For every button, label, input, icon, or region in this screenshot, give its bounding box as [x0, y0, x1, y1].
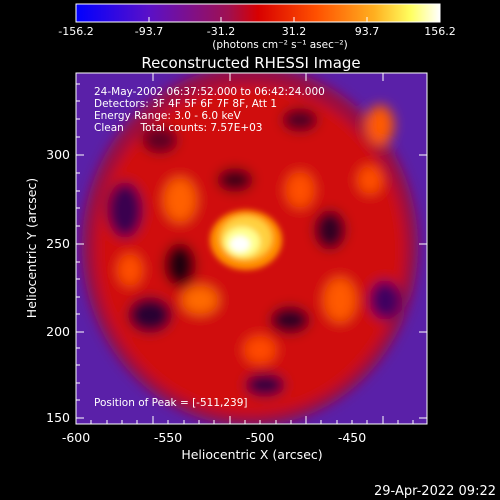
solar-image — [76, 73, 427, 424]
colorbar-tick: 31.2 — [282, 25, 307, 38]
info-clean: Clean Total counts: 7.57E+03 — [94, 122, 263, 134]
colorbar-tick-labels: -156.2 -93.7 -31.2 31.2 93.7 156.2 — [58, 25, 455, 38]
x-tick-labels: -600 -550 -500 -450 — [62, 430, 366, 445]
y-tick-labels: 150 200 250 300 — [46, 147, 70, 425]
render-timestamp: 29-Apr-2022 09:22 — [374, 484, 496, 499]
peak-position: Position of Peak = [-511,239] — [94, 397, 248, 409]
colorbar-tick: 156.2 — [424, 25, 456, 38]
colorbar-tick: -93.7 — [135, 25, 163, 38]
colorbar-ticks — [75, 17, 441, 22]
x-tick: -450 — [338, 430, 366, 445]
colorbar-tick: -156.2 — [58, 25, 93, 38]
y-tick: 250 — [46, 236, 70, 251]
axis-ticks — [75, 73, 427, 424]
y-tick: 200 — [46, 324, 70, 339]
info-energy: Energy Range: 3.0 - 6.0 keV — [94, 110, 241, 122]
x-tick: -600 — [62, 430, 90, 445]
colorbar-tick: -31.2 — [207, 25, 235, 38]
plot-title: Reconstructed RHESSI Image — [141, 54, 360, 72]
colorbar-units: (photons cm⁻² s⁻¹ asec⁻²) — [212, 39, 347, 51]
x-tick: -550 — [154, 430, 182, 445]
info-time: 24-May-2002 06:37:52.000 to 06:42:24.000 — [94, 86, 325, 98]
colorbar — [75, 3, 441, 23]
x-axis-label: Heliocentric X (arcsec) — [181, 447, 322, 462]
colorbar-tick: 93.7 — [355, 25, 380, 38]
y-axis-label: Heliocentric Y (arcsec) — [24, 178, 39, 318]
y-tick: 150 — [46, 410, 70, 425]
minor-ticks — [76, 83, 414, 424]
x-tick: -500 — [246, 430, 274, 445]
y-tick: 300 — [46, 147, 70, 162]
info-detectors: Detectors: 3F 4F 5F 6F 7F 8F, Att 1 — [94, 98, 278, 110]
plot-frame — [75, 72, 428, 425]
